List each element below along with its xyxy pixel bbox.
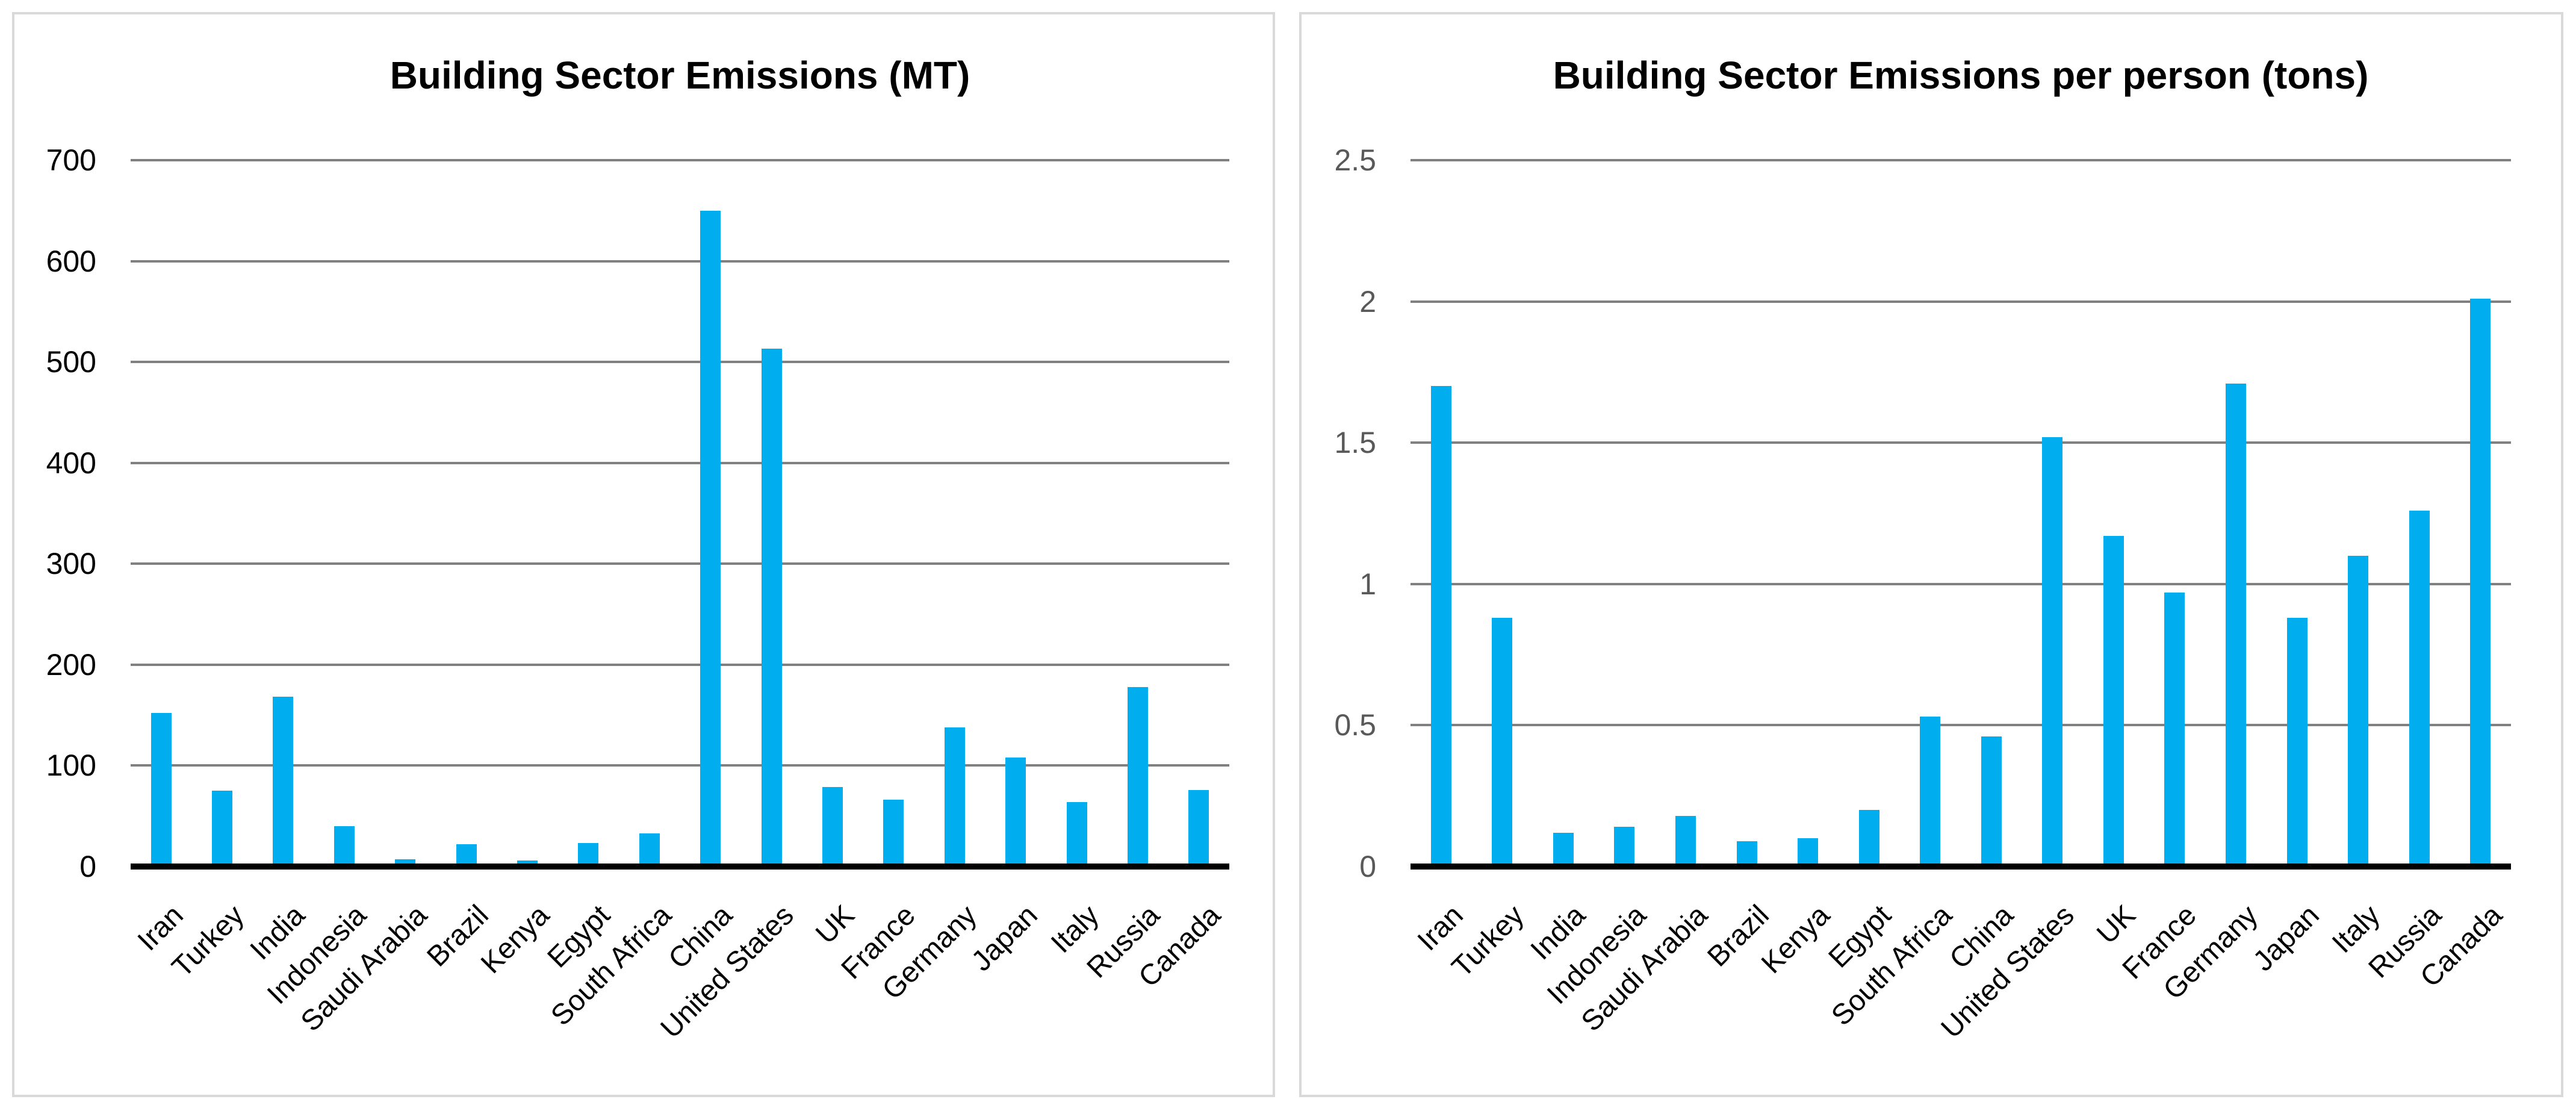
gridline-y-2 xyxy=(1411,300,2511,303)
bar-china xyxy=(1981,736,2002,867)
x-category-label-japan: Japan xyxy=(2247,899,2326,978)
bar-russia xyxy=(2409,511,2430,867)
bar-united-states xyxy=(2042,437,2062,867)
bar-italy xyxy=(2348,556,2368,867)
bar-india xyxy=(1553,833,1574,867)
y-tick-label-1.5: 1.5 xyxy=(1334,426,1376,459)
gridline-y-0.5 xyxy=(1411,724,2511,726)
bar-egypt xyxy=(1859,810,1879,867)
gridline-y-400 xyxy=(131,462,1229,464)
chart-title-emissions-total: Building Sector Emissions (MT) xyxy=(390,54,970,97)
x-category-label-uk: UK xyxy=(810,899,861,950)
bar-south-africa xyxy=(1920,717,1940,867)
gridline-y-300 xyxy=(131,562,1229,565)
bar-japan xyxy=(2287,618,2308,867)
y-tick-label-0: 0 xyxy=(79,850,96,883)
gridline-y-1.5 xyxy=(1411,441,2511,444)
bar-china xyxy=(700,211,721,867)
y-tick-label-0.5: 0.5 xyxy=(1334,708,1376,742)
bar-france xyxy=(2164,593,2185,867)
bar-south-africa xyxy=(639,833,660,867)
bar-italy xyxy=(1067,802,1087,867)
bar-iran xyxy=(1431,386,1451,867)
chart-title-emissions-per-person: Building Sector Emissions per person (to… xyxy=(1553,54,2369,97)
gridline-y-700 xyxy=(131,159,1229,161)
bar-egypt xyxy=(578,843,598,867)
bar-france xyxy=(883,800,904,867)
x-category-label-kenya: Kenya xyxy=(1755,899,1836,980)
gridline-y-2.5 xyxy=(1411,159,2511,161)
bar-japan xyxy=(1005,758,1026,867)
y-tick-label-100: 100 xyxy=(46,748,96,782)
gridline-y-600 xyxy=(131,260,1229,263)
bar-turkey xyxy=(1492,618,1512,867)
y-tick-label-1: 1 xyxy=(1359,567,1376,601)
bar-united-states xyxy=(762,349,782,867)
chart-panel-emissions-per-person: Building Sector Emissions per person (to… xyxy=(1299,12,2563,1097)
gridline-y-200 xyxy=(131,664,1229,666)
x-axis-line xyxy=(1411,864,2511,870)
y-tick-label-700: 700 xyxy=(46,143,96,177)
gridline-y-100 xyxy=(131,764,1229,767)
y-tick-label-300: 300 xyxy=(46,547,96,580)
bar-iran xyxy=(151,713,172,867)
y-tick-label-500: 500 xyxy=(46,345,96,379)
y-tick-label-0: 0 xyxy=(1359,850,1376,883)
y-tick-label-2.5: 2.5 xyxy=(1334,143,1376,177)
x-axis-line xyxy=(131,864,1229,870)
bar-kenya xyxy=(1798,838,1818,867)
bar-saudi-arabia xyxy=(1675,816,1696,867)
bar-uk xyxy=(2103,536,2124,867)
bar-germany xyxy=(945,727,965,867)
bar-uk xyxy=(822,787,843,867)
bar-germany xyxy=(2226,384,2246,867)
bar-russia xyxy=(1128,687,1148,867)
x-category-label-uk: UK xyxy=(2091,899,2142,950)
gridline-y-1 xyxy=(1411,583,2511,585)
bar-indonesia xyxy=(1614,827,1634,867)
chart-panel-emissions-total: Building Sector Emissions (MT) 0 100 200 30… xyxy=(12,12,1275,1097)
y-tick-label-2: 2 xyxy=(1359,285,1376,319)
y-tick-label-200: 200 xyxy=(46,648,96,682)
bar-indonesia xyxy=(334,826,355,867)
x-category-label-kenya: Kenya xyxy=(475,899,556,980)
bar-canada xyxy=(2470,299,2491,867)
bar-india xyxy=(273,697,293,867)
y-tick-label-400: 400 xyxy=(46,446,96,480)
bar-brazil xyxy=(456,844,477,867)
bar-canada xyxy=(1188,790,1209,867)
bar-brazil xyxy=(1737,841,1757,867)
x-category-label-japan: Japan xyxy=(965,899,1044,978)
y-tick-label-600: 600 xyxy=(46,244,96,278)
bar-turkey xyxy=(212,791,232,867)
gridline-y-500 xyxy=(131,361,1229,363)
